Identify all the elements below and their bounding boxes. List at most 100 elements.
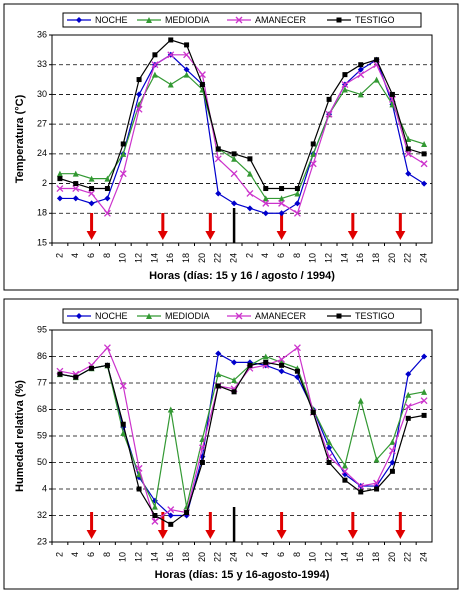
point xyxy=(357,91,364,98)
point xyxy=(104,186,110,192)
x-tick-label: 2 xyxy=(244,552,254,557)
legend-label: TESTIGO xyxy=(355,15,395,25)
y-tick-label: 95 xyxy=(37,324,47,334)
x-tick-label: 6 xyxy=(276,552,286,557)
point xyxy=(231,151,237,157)
y-tick-label: 86 xyxy=(37,351,47,361)
point xyxy=(293,344,301,352)
point xyxy=(326,444,333,451)
point xyxy=(231,377,238,384)
point xyxy=(247,362,253,368)
point xyxy=(373,76,380,83)
point xyxy=(151,61,159,69)
point xyxy=(215,383,221,389)
point xyxy=(89,186,95,192)
point xyxy=(135,464,143,472)
point xyxy=(57,371,63,377)
x-tick-label: 4 xyxy=(260,552,270,557)
x-tick-label: 8 xyxy=(102,253,112,258)
arrow-head xyxy=(157,530,168,539)
series-line xyxy=(59,355,425,509)
arrow-head xyxy=(205,530,216,539)
point xyxy=(167,406,174,413)
point xyxy=(72,185,80,192)
point xyxy=(357,397,364,404)
y-tick-label: 50 xyxy=(37,457,47,467)
x-tick-label: 16 xyxy=(165,552,175,562)
arrow-head xyxy=(276,231,287,240)
point xyxy=(76,313,82,319)
point xyxy=(374,486,380,492)
point xyxy=(389,438,396,445)
point xyxy=(341,86,348,93)
point xyxy=(404,403,412,411)
legend-label: NOCHE xyxy=(95,15,128,25)
point xyxy=(421,353,428,360)
legend-label: MEDIODIA xyxy=(165,15,210,25)
x-tick-label: 2 xyxy=(54,253,64,258)
y-tick-label: 23 xyxy=(37,536,47,546)
point xyxy=(56,170,63,177)
x-axis-title: Horas (días: 15 y 16-agosto-1994) xyxy=(155,569,330,581)
point xyxy=(326,96,332,102)
x-tick-label: 16 xyxy=(355,253,365,263)
point xyxy=(73,374,79,380)
point xyxy=(215,146,221,152)
point xyxy=(120,150,127,157)
point xyxy=(357,71,365,79)
x-tick-label: 4 xyxy=(260,253,270,258)
arrow-head xyxy=(347,231,358,240)
y-tick-label: 30 xyxy=(37,89,47,99)
series-line xyxy=(59,361,425,526)
x-tick-label: 6 xyxy=(86,253,96,258)
point xyxy=(104,195,111,202)
x-tick-label: 12 xyxy=(323,253,333,263)
x-tick-label: 10 xyxy=(118,552,128,562)
x-tick-label: 18 xyxy=(371,253,381,263)
x-tick-label: 20 xyxy=(197,552,207,562)
x-tick-label: 14 xyxy=(339,253,349,263)
x-tick-label: 12 xyxy=(133,552,143,562)
series-line xyxy=(59,54,425,215)
point xyxy=(167,51,175,59)
point xyxy=(262,195,269,202)
point xyxy=(262,199,270,207)
point xyxy=(183,71,190,78)
point xyxy=(421,412,427,418)
point xyxy=(214,155,222,163)
point xyxy=(73,181,79,187)
x-tick-label: 22 xyxy=(403,552,413,562)
point xyxy=(278,368,285,375)
point xyxy=(278,210,285,217)
point xyxy=(230,170,238,178)
y-tick-label: 18 xyxy=(37,208,47,218)
x-tick-label: 18 xyxy=(371,552,381,562)
x-tick-label: 20 xyxy=(387,253,397,263)
x-tick-label: 14 xyxy=(149,552,159,562)
point xyxy=(167,512,174,519)
y-tick-label: 33 xyxy=(37,59,47,69)
point xyxy=(136,91,143,98)
point xyxy=(404,150,412,158)
point xyxy=(342,72,348,78)
series-line xyxy=(59,54,425,214)
arrow-head xyxy=(157,231,168,240)
y-tick-label: 68 xyxy=(37,404,47,414)
point xyxy=(146,313,152,319)
point xyxy=(373,479,381,487)
point xyxy=(88,175,95,182)
y-tick-label: 2 xyxy=(42,178,47,188)
y-tick-label: 59 xyxy=(37,430,47,440)
x-tick-label: 14 xyxy=(149,253,159,263)
point xyxy=(294,186,300,192)
point xyxy=(119,170,127,178)
point xyxy=(358,62,364,68)
point xyxy=(120,430,127,437)
x-tick-label: 10 xyxy=(118,253,128,263)
x-tick-label: 20 xyxy=(387,552,397,562)
point xyxy=(310,409,316,415)
point xyxy=(341,467,349,475)
y-tick-label: 32 xyxy=(37,510,47,520)
point xyxy=(389,459,396,466)
y-axis-title: Humedad relativa (%) xyxy=(14,380,26,492)
